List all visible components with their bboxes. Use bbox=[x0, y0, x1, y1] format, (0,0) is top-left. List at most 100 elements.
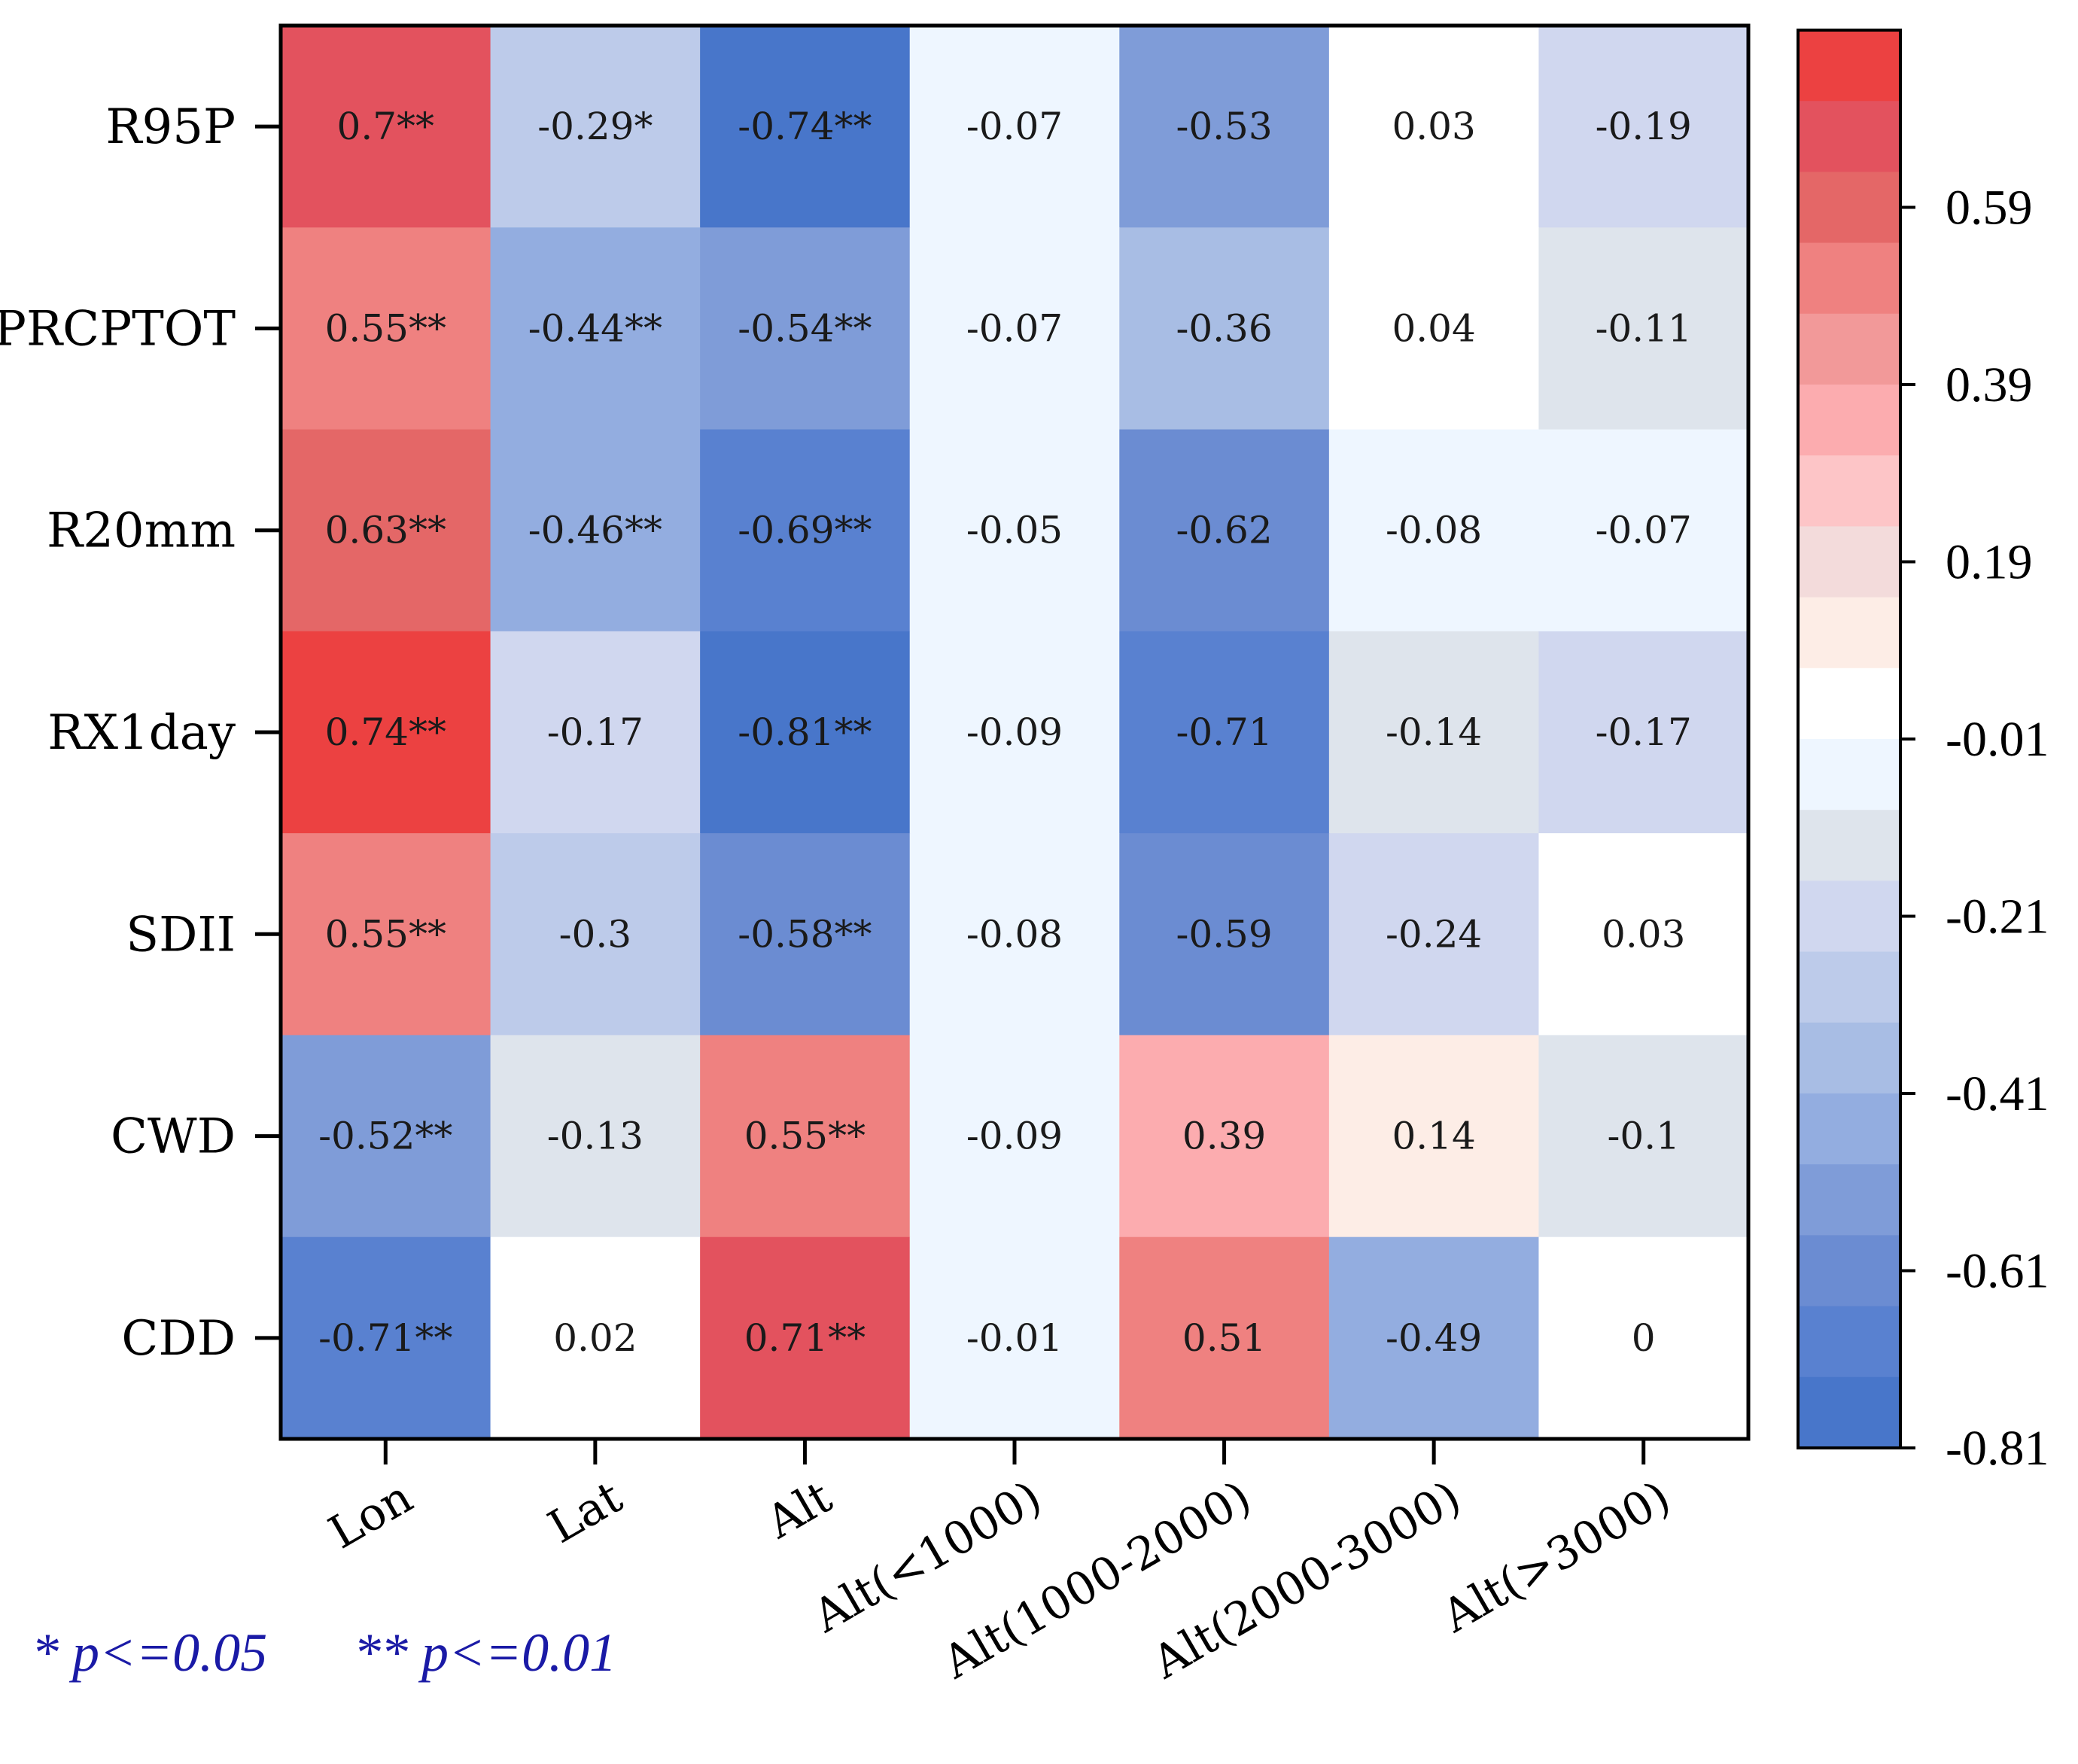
colorbar-segment bbox=[1798, 951, 1900, 1023]
heatmap-cell bbox=[909, 26, 1120, 228]
column-label: Lon bbox=[321, 1471, 421, 1559]
colorbar-segment bbox=[1798, 668, 1900, 740]
heatmap-cell bbox=[909, 631, 1120, 834]
colorbar-segment bbox=[1798, 739, 1900, 811]
heatmap-cell bbox=[1119, 227, 1330, 430]
heatmap-cell bbox=[1328, 227, 1540, 430]
colorbar-segment bbox=[1798, 385, 1900, 456]
heatmap-cell bbox=[1119, 1236, 1330, 1440]
heatmap-cell bbox=[700, 1236, 911, 1440]
heatmap-cell bbox=[1328, 26, 1540, 228]
colorbar-tick-label: 0.59 bbox=[1946, 181, 2033, 236]
heatmap-cell bbox=[700, 1035, 911, 1238]
cell-value-label: -0.08 bbox=[966, 912, 1063, 956]
cell-value-label: 0.51 bbox=[1182, 1316, 1266, 1360]
heatmap-cell bbox=[1328, 1035, 1540, 1238]
row-label: RX1day bbox=[47, 705, 236, 761]
heatmap-cell bbox=[1119, 1035, 1330, 1238]
colorbar-tick-label: -0.61 bbox=[1946, 1244, 2049, 1299]
heatmap-cell bbox=[909, 429, 1120, 632]
cell-value-label: -0.17 bbox=[547, 710, 643, 754]
heatmap-cell bbox=[490, 833, 701, 1036]
colorbar-segment bbox=[1798, 313, 1900, 385]
heatmap-cell bbox=[1538, 1035, 1749, 1238]
cell-value-label: -0.46** bbox=[528, 509, 662, 552]
significance-note: * p<=0.05 ** p<=0.01 bbox=[32, 1623, 616, 1683]
row-label: CWD bbox=[111, 1109, 236, 1165]
colorbar-segment bbox=[1798, 455, 1900, 527]
row-axis: R95P PRCPTOT R20mm RX1day SDII CWD CDD bbox=[0, 99, 281, 1367]
row-label: SDII bbox=[126, 907, 236, 963]
heatmap-cell bbox=[490, 1035, 701, 1238]
heatmap-cell bbox=[1119, 833, 1330, 1036]
colorbar-segment bbox=[1798, 810, 1900, 881]
heatmap-cell bbox=[1538, 227, 1749, 430]
cell-value-label: -0.17 bbox=[1596, 710, 1692, 754]
heatmap-cell bbox=[281, 1035, 491, 1238]
cell-value-label: -0.13 bbox=[547, 1115, 643, 1158]
cell-value-label: 0.71** bbox=[744, 1316, 866, 1360]
cell-value-label: -0.14 bbox=[1386, 710, 1482, 754]
column-label: Alt(>3000) bbox=[1433, 1471, 1679, 1643]
cell-value-label: -0.1 bbox=[1608, 1115, 1680, 1158]
heatmap-cell bbox=[1538, 1236, 1749, 1440]
cell-value-label: 0.03 bbox=[1392, 105, 1475, 148]
cell-value-label: 0.74** bbox=[325, 710, 446, 754]
colorbar-tick-label: -0.21 bbox=[1946, 890, 2049, 944]
colorbar-segment bbox=[1798, 880, 1900, 953]
cell-value-label: 0.55** bbox=[325, 912, 446, 956]
colorbar-tick-label: 0.19 bbox=[1946, 535, 2033, 590]
heatmap-cell bbox=[490, 1236, 701, 1440]
heatmap-cell bbox=[281, 833, 491, 1036]
heatmap-cells: 0.7** -0.29* -0.74** -0.07 -0.53 0.03 -0.19 0.5… bbox=[281, 26, 1749, 1440]
cell-value-label: 0.55** bbox=[325, 306, 446, 350]
heatmap-cell bbox=[700, 26, 911, 228]
cell-value-label: -0.71** bbox=[318, 1316, 452, 1360]
cell-value-label: -0.54** bbox=[738, 306, 872, 350]
colorbar-tick-label: -0.41 bbox=[1946, 1066, 2049, 1121]
heatmap-cell bbox=[700, 227, 911, 430]
heatmap-cell bbox=[1119, 631, 1330, 834]
heatmap-cell bbox=[490, 631, 701, 834]
colorbar-segment bbox=[1798, 1235, 1900, 1307]
row-label: PRCPTOT bbox=[0, 301, 236, 357]
heatmap-cell bbox=[281, 1236, 491, 1440]
cell-value-label: -0.49 bbox=[1386, 1316, 1482, 1360]
colorbar-segment bbox=[1798, 526, 1900, 598]
colorbar-segment bbox=[1798, 1306, 1900, 1378]
heatmap-cell bbox=[490, 26, 701, 228]
heatmap-cell bbox=[1119, 429, 1330, 632]
colorbar-segment bbox=[1798, 597, 1900, 669]
cell-value-label: -0.08 bbox=[1386, 509, 1482, 552]
heatmap-cell bbox=[281, 631, 491, 834]
heatmap-cell bbox=[700, 833, 911, 1036]
colorbar-segment bbox=[1798, 1164, 1900, 1236]
heatmap-cell bbox=[490, 429, 701, 632]
cell-value-label: -0.44** bbox=[528, 306, 662, 350]
heatmap-cell bbox=[1538, 26, 1749, 228]
cell-value-label: -0.24 bbox=[1386, 912, 1482, 956]
heatmap-cell bbox=[1538, 833, 1749, 1036]
colorbar-segment bbox=[1798, 30, 1900, 102]
heatmap-cell bbox=[909, 833, 1120, 1036]
cell-value-label: 0.7** bbox=[337, 105, 435, 148]
heatmap-cell bbox=[909, 1236, 1120, 1440]
cell-value-label: -0.29* bbox=[537, 105, 653, 148]
cell-value-label: -0.71 bbox=[1176, 710, 1272, 754]
cell-value-label: -0.53 bbox=[1176, 105, 1272, 148]
heatmap-cell bbox=[1328, 429, 1540, 632]
cell-value-label: -0.01 bbox=[966, 1316, 1063, 1360]
colorbar-segment bbox=[1798, 242, 1900, 315]
cell-value-label: 0.04 bbox=[1392, 306, 1475, 350]
cell-value-label: -0.36 bbox=[1176, 306, 1272, 350]
cell-value-label: 0.02 bbox=[553, 1316, 637, 1360]
note-single-star: * p<=0.05 bbox=[32, 1623, 267, 1683]
cell-value-label: 0.55** bbox=[744, 1115, 866, 1158]
heatmap-cell bbox=[1119, 26, 1330, 228]
colorbar-segment bbox=[1798, 1022, 1900, 1094]
cell-value-label: 0.03 bbox=[1602, 912, 1685, 956]
cell-value-label: -0.07 bbox=[966, 306, 1063, 350]
cell-value-label: -0.81** bbox=[738, 710, 872, 754]
heatmap-cell bbox=[281, 26, 491, 228]
